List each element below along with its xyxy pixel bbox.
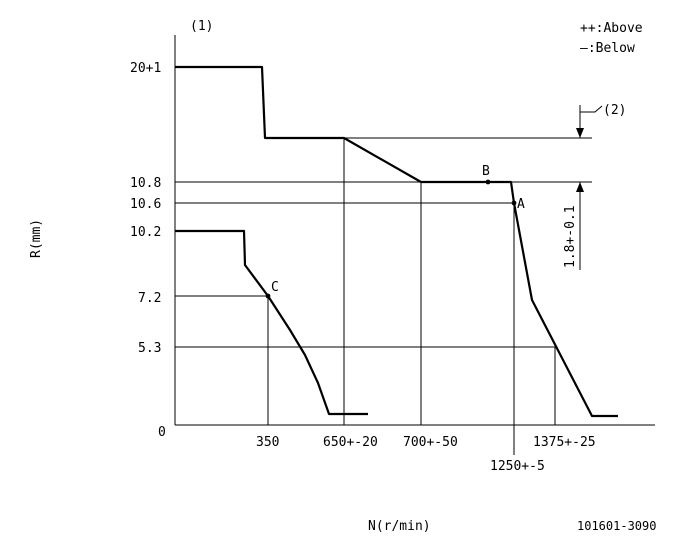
ref2-label: (2) bbox=[603, 103, 626, 118]
y-tick-5-3: 5.3 bbox=[138, 341, 161, 356]
y-tick-0: 0 bbox=[158, 425, 166, 440]
y-tick-10-6: 10.6 bbox=[130, 197, 161, 212]
ref2-leader bbox=[580, 105, 603, 113]
y-tick-10-2: 10.2 bbox=[130, 225, 161, 240]
x-tick-650: 650+-20 bbox=[323, 435, 378, 450]
x-axis-label: N(r/min) bbox=[368, 519, 431, 534]
point-a bbox=[511, 200, 517, 206]
point-b-label: B bbox=[482, 164, 490, 179]
point-c-label: C bbox=[271, 280, 279, 295]
point-a-label: A bbox=[517, 197, 525, 212]
x-tick-1250: 1250+-5 bbox=[490, 459, 545, 474]
point-b bbox=[485, 179, 491, 185]
y-tick-20: 20+1 bbox=[130, 61, 161, 76]
dim-arrow-top-head bbox=[576, 128, 584, 138]
lower-curve bbox=[175, 229, 368, 416]
x-tick-700: 700+-50 bbox=[403, 435, 458, 450]
dim-label: 1.8+-0.1 bbox=[563, 205, 578, 268]
diagram-ref-1: (1) bbox=[190, 19, 213, 34]
dim-arrow-bottom-head bbox=[576, 182, 584, 192]
y-axis-label: R(mm) bbox=[29, 219, 44, 258]
point-c bbox=[265, 293, 271, 299]
upper-curve bbox=[175, 65, 618, 418]
legend-below: —:Below bbox=[580, 41, 635, 56]
y-tick-7-2: 7.2 bbox=[138, 291, 161, 306]
part-number: 101601-3090 bbox=[577, 519, 656, 533]
legend-above: ++:Above bbox=[580, 21, 643, 36]
x-tick-350: 350 bbox=[256, 435, 279, 450]
x-tick-1375: 1375+-25 bbox=[533, 435, 596, 450]
y-tick-10-8: 10.8 bbox=[130, 176, 161, 191]
